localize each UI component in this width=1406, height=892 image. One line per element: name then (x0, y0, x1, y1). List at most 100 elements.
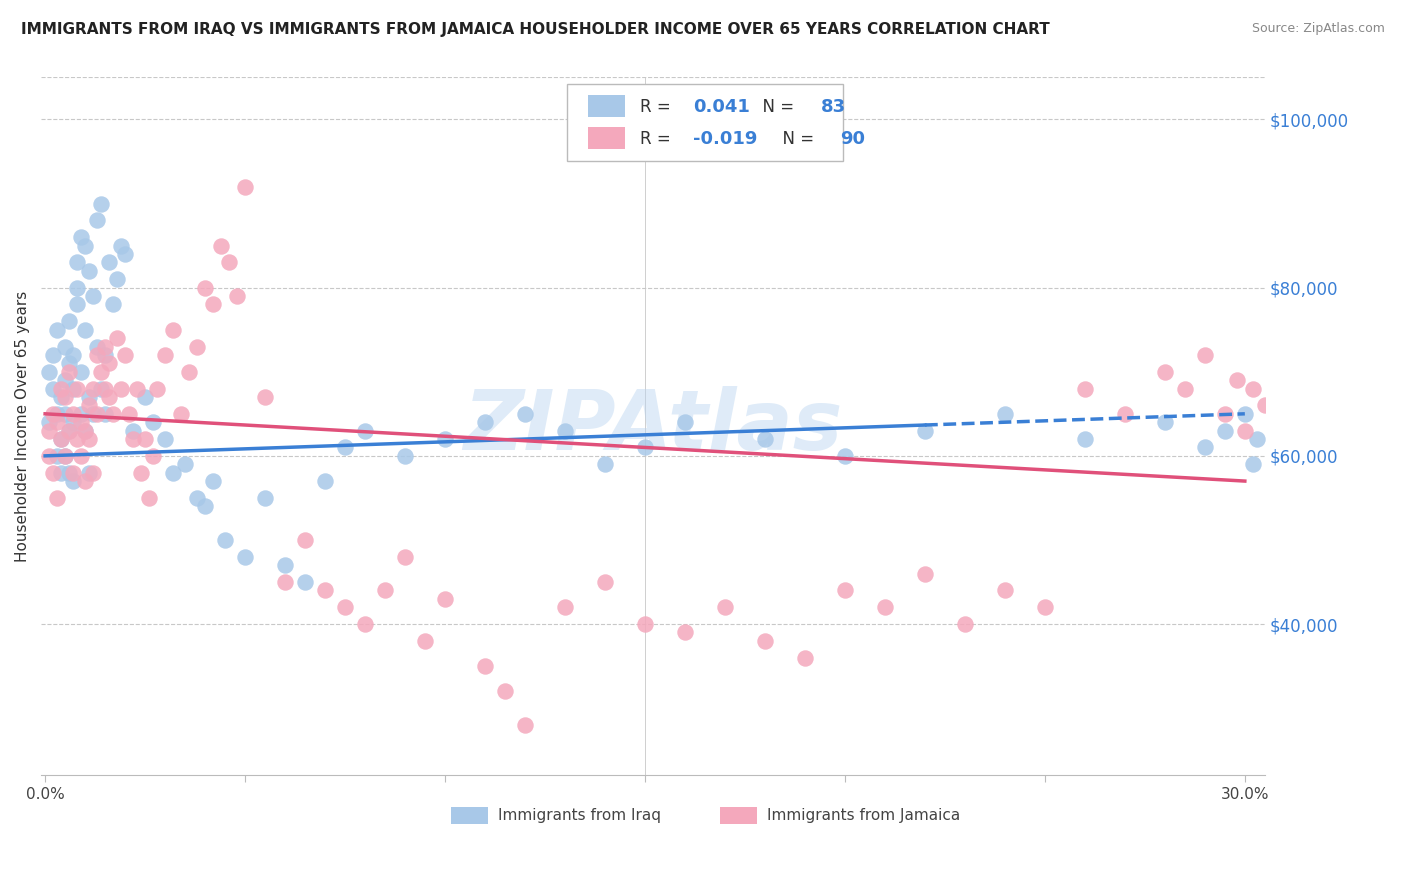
Point (354, 424, 377, 438)
Point (1213, 424, 1236, 438)
Point (58, 424, 80, 438)
Point (314, 474, 336, 488)
Point (77, 390, 100, 404)
Point (202, 297, 225, 311)
Point (1213, 407, 1236, 421)
Point (474, 415, 496, 429)
Point (354, 617, 377, 632)
Point (153, 432, 176, 446)
Point (914, 566, 936, 581)
Point (94, 382, 117, 396)
Point (66, 382, 89, 396)
Point (593, 574, 616, 589)
Point (110, 382, 132, 396)
Point (49, 466, 72, 480)
Point (294, 574, 316, 589)
Point (94, 348, 117, 362)
Point (294, 533, 316, 547)
Point (105, 331, 128, 345)
Point (105, 272, 128, 286)
Point (1194, 348, 1216, 362)
FancyBboxPatch shape (720, 806, 756, 824)
Point (38, 424, 60, 438)
Point (834, 449, 856, 463)
Text: Source: ZipAtlas.com: Source: ZipAtlas.com (1251, 22, 1385, 36)
Point (146, 382, 169, 396)
Point (314, 583, 336, 598)
Point (90, 196, 112, 211)
Point (254, 390, 277, 404)
Point (634, 441, 657, 455)
Point (474, 659, 496, 673)
Point (953, 617, 976, 632)
Point (49, 382, 72, 396)
Point (75, 424, 97, 438)
Text: IMMIGRANTS FROM IRAQ VS IMMIGRANTS FROM JAMAICA HOUSEHOLDER INCOME OVER 65 YEARS: IMMIGRANTS FROM IRAQ VS IMMIGRANTS FROM … (21, 22, 1050, 37)
Text: R =: R = (640, 130, 675, 148)
Point (134, 390, 156, 404)
Point (86, 213, 108, 227)
Point (114, 247, 136, 261)
Point (214, 533, 236, 547)
Point (754, 633, 776, 648)
Point (177, 365, 200, 379)
Point (49, 390, 72, 404)
Point (202, 474, 225, 488)
Text: Immigrants from Jamaica: Immigrants from Jamaica (766, 808, 960, 823)
Point (170, 407, 193, 421)
Point (914, 424, 936, 438)
Text: -0.019: -0.019 (693, 130, 758, 148)
Point (82, 382, 104, 396)
Point (873, 600, 896, 615)
Point (274, 574, 297, 589)
Point (1233, 424, 1256, 438)
Point (75, 323, 97, 337)
Point (1114, 407, 1136, 421)
Point (42, 382, 65, 396)
Point (162, 466, 184, 480)
Point (66, 432, 89, 446)
Point (42, 348, 65, 362)
FancyBboxPatch shape (567, 85, 842, 161)
Point (110, 238, 132, 252)
Point (38, 415, 60, 429)
Point (794, 650, 817, 665)
Point (127, 382, 149, 396)
Point (53, 390, 76, 404)
Point (209, 238, 232, 252)
Point (90, 365, 112, 379)
Point (1241, 382, 1264, 396)
Point (254, 491, 277, 505)
Point (1226, 373, 1249, 387)
Point (513, 718, 536, 732)
Y-axis label: Householder Income Over 65 years: Householder Income Over 65 years (15, 291, 30, 562)
Point (174, 457, 197, 471)
Point (94, 407, 117, 421)
Point (58, 424, 80, 438)
Point (53, 449, 76, 463)
Point (90, 382, 112, 396)
Point (46, 407, 69, 421)
Point (62, 407, 84, 421)
Point (554, 600, 576, 615)
Point (58, 356, 80, 370)
Point (994, 583, 1017, 598)
Point (1153, 415, 1175, 429)
Point (66, 280, 89, 294)
Point (101, 407, 124, 421)
Point (62, 348, 84, 362)
Point (53, 407, 76, 421)
Point (77, 466, 100, 480)
Point (754, 432, 776, 446)
Point (233, 179, 256, 194)
Point (134, 432, 156, 446)
FancyBboxPatch shape (588, 127, 624, 149)
Point (98, 390, 121, 404)
Point (77, 398, 100, 412)
Point (75, 474, 97, 488)
Point (86, 407, 108, 421)
Point (82, 466, 104, 480)
Point (94, 339, 117, 353)
Point (46, 323, 69, 337)
Point (82, 407, 104, 421)
